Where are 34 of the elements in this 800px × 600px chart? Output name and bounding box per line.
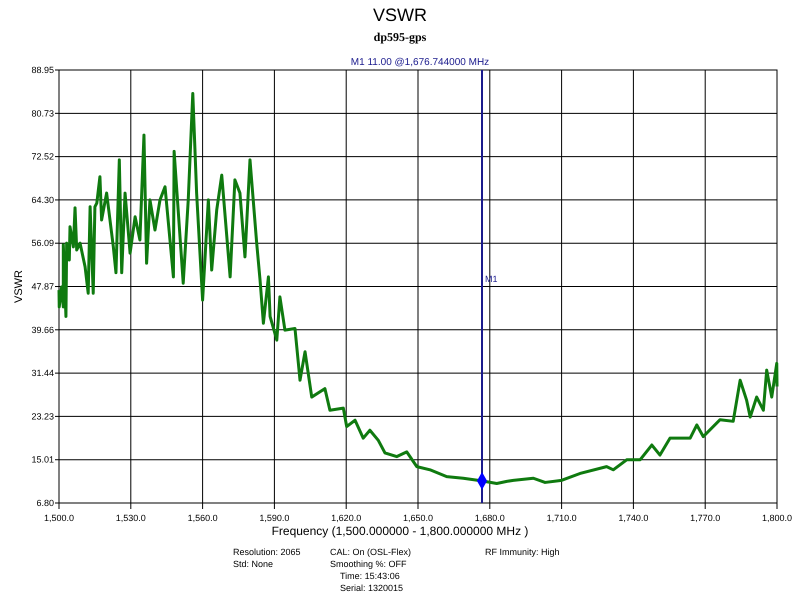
x-tick-label: 1,620.0 [331, 513, 362, 523]
x-tick-label: 1,500.0 [44, 513, 74, 523]
y-tick-label: 47.87 [31, 282, 54, 292]
y-tick-label: 64.30 [31, 194, 54, 205]
x-tick-label: 1,710.0 [546, 513, 577, 523]
y-tick-label: 72.52 [31, 152, 54, 162]
chart-title: VSWR [373, 5, 427, 25]
x-tick-label: 1,560.0 [188, 513, 218, 523]
text: M1 11.00 @1,676.744000 MHz [350, 57, 490, 68]
x-tick-label: 1,770.0 [690, 513, 720, 523]
text: Std: None [233, 559, 274, 569]
text: Serial: 1320015 [340, 583, 404, 593]
y-tick-label: 80.73 [31, 108, 54, 118]
text: CAL: On (OSL-Flex) [330, 547, 412, 557]
y-tick-label: 6.80 [36, 498, 54, 508]
x-tick-label: 1,530.0 [116, 513, 146, 523]
x-tick-label: 1,740.0 [618, 513, 648, 523]
text: RF Immunity: High [485, 547, 560, 557]
chart-subtitle: dp595-gps [374, 30, 427, 44]
x-axis-title: Frequency (1,500.000000 - 1,800.000000 MHz ) [272, 524, 528, 538]
y-axis-title: VSWR [13, 270, 25, 303]
y-tick-label: 23.23 [31, 411, 54, 422]
text: Smoothing %: OFF [330, 559, 408, 569]
x-tick-label: 1,800.0 [762, 513, 792, 523]
text: Resolution: 2065 [233, 547, 301, 557]
x-tick-label: 1,680.0 [474, 513, 505, 523]
text: Time: 15:43:06 [340, 571, 400, 581]
y-tick-label: 31.44 [31, 368, 54, 378]
y-tick-label: 39.66 [31, 324, 54, 335]
x-tick-label: 1,590.0 [259, 513, 290, 523]
x-tick-label: 1,650.0 [402, 513, 434, 523]
y-tick-label: 88.95 [31, 65, 54, 75]
y-tick-label: 15.01 [31, 454, 54, 465]
y-tick-label: 56.09 [31, 238, 54, 248]
